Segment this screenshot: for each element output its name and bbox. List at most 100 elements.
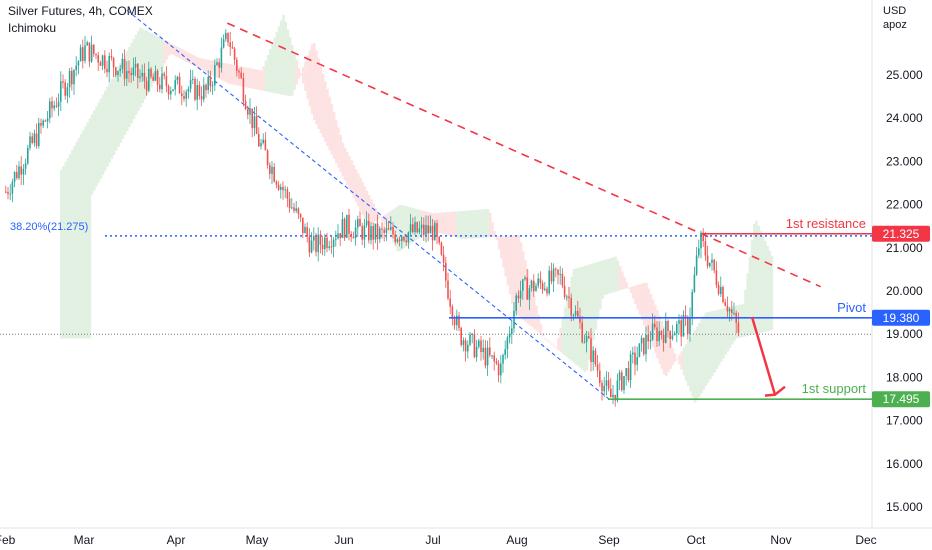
candle-body <box>464 340 467 352</box>
candle-body <box>528 288 531 300</box>
cloud-bull <box>612 257 615 293</box>
candle-body <box>431 225 434 241</box>
candle-body <box>139 76 141 79</box>
pivot-label: Pivot <box>837 300 866 315</box>
time-tick-label: Feb <box>0 533 16 547</box>
1st-support-price-tag[interactable] <box>872 391 930 408</box>
candle-body <box>469 334 471 345</box>
candle-body <box>711 259 713 263</box>
candle-body <box>244 101 247 110</box>
cloud-bear <box>200 58 204 70</box>
candle-body <box>240 72 242 79</box>
candle-body <box>585 336 588 343</box>
cloud-bear <box>638 284 642 315</box>
candle-body <box>152 76 154 81</box>
cloud-bear <box>634 285 637 304</box>
candle-body <box>249 108 251 115</box>
cloud-bull <box>715 310 719 369</box>
cloud-bear <box>187 52 191 64</box>
candle-body <box>515 295 517 311</box>
candle-body <box>253 116 256 129</box>
cloud-bear <box>445 212 448 235</box>
cloud-bear <box>368 195 371 226</box>
cloud-bear <box>489 213 492 238</box>
candle-body <box>255 116 258 134</box>
cloud-bear <box>453 211 457 238</box>
candle-body <box>167 86 170 95</box>
cloud-bear <box>387 212 391 234</box>
candle-body <box>88 42 91 62</box>
cloud-bull <box>143 29 147 100</box>
price-tick-label: 18.000 <box>886 370 923 384</box>
cloud-bear <box>640 283 644 321</box>
candle-body <box>414 222 416 233</box>
pivot-price-tag[interactable] <box>872 309 930 326</box>
cloud-bull <box>280 20 283 95</box>
cloud-bear <box>513 235 516 313</box>
candle-body <box>563 285 566 298</box>
candle-body <box>394 234 396 242</box>
cloud-bear <box>242 66 246 87</box>
candle-body <box>647 334 649 342</box>
candle-body <box>150 68 152 77</box>
candle-body <box>658 331 660 342</box>
cloud-bear <box>163 40 166 64</box>
candle-body <box>607 380 610 389</box>
cloud-bear <box>194 56 197 67</box>
candle-body <box>203 84 205 100</box>
cloud-bear <box>326 88 329 147</box>
cloud-bull <box>458 211 461 239</box>
candle-body <box>112 57 115 68</box>
time-tick-label: Mar <box>74 533 95 547</box>
cloud-bear <box>339 135 342 172</box>
cloud-bear <box>310 44 314 115</box>
cloud-bear <box>671 348 675 366</box>
cloud-bear <box>337 127 340 168</box>
candle-body <box>24 163 27 169</box>
candle-body <box>29 136 31 148</box>
candle-body <box>625 368 627 377</box>
cloud-bull <box>704 312 708 387</box>
cloud-bear <box>165 41 169 60</box>
cloud-bear <box>434 213 437 232</box>
fib-level-label: 38.20%(21.275) <box>10 221 88 233</box>
cloud-bull <box>108 82 111 163</box>
candle-body <box>128 70 130 74</box>
candle-body <box>181 93 183 97</box>
candle-body <box>709 262 711 267</box>
candle-body <box>75 65 77 70</box>
candle-body <box>165 75 168 87</box>
cloud-bull <box>599 261 602 310</box>
cloud-bear <box>537 314 540 333</box>
candle-body <box>104 55 106 69</box>
candle-body <box>383 229 385 233</box>
cloud-bear <box>667 337 670 373</box>
time-tick-label: Jun <box>334 533 353 547</box>
cloud-bear <box>220 62 224 81</box>
cloud-bear <box>627 287 631 289</box>
cloud-bull <box>733 306 736 341</box>
time-tick-label: Dec <box>855 533 876 547</box>
scale-mode-label[interactable]: apoz <box>883 19 907 31</box>
candle-body <box>346 214 348 238</box>
candle-body <box>420 224 423 229</box>
candle-body <box>438 236 440 243</box>
candle-body <box>313 236 315 241</box>
candle-body <box>603 385 605 392</box>
cloud-bear <box>319 65 323 134</box>
cloud-bear <box>260 70 263 91</box>
candle-body <box>482 347 484 353</box>
cloud-bear <box>176 46 180 58</box>
cloud-bull <box>284 21 287 96</box>
1st-resistance-price-tag[interactable] <box>872 225 930 242</box>
candle-body <box>108 56 110 73</box>
currency-label[interactable]: USD <box>883 5 907 17</box>
cloud-bear <box>185 51 188 62</box>
cloud-bull <box>746 273 749 336</box>
candle-body <box>401 236 403 242</box>
indicator-label[interactable]: Ichimoku <box>8 21 57 35</box>
cloud-bear <box>198 57 202 69</box>
cloud-bull <box>82 130 85 339</box>
cloud-bull <box>610 257 613 293</box>
